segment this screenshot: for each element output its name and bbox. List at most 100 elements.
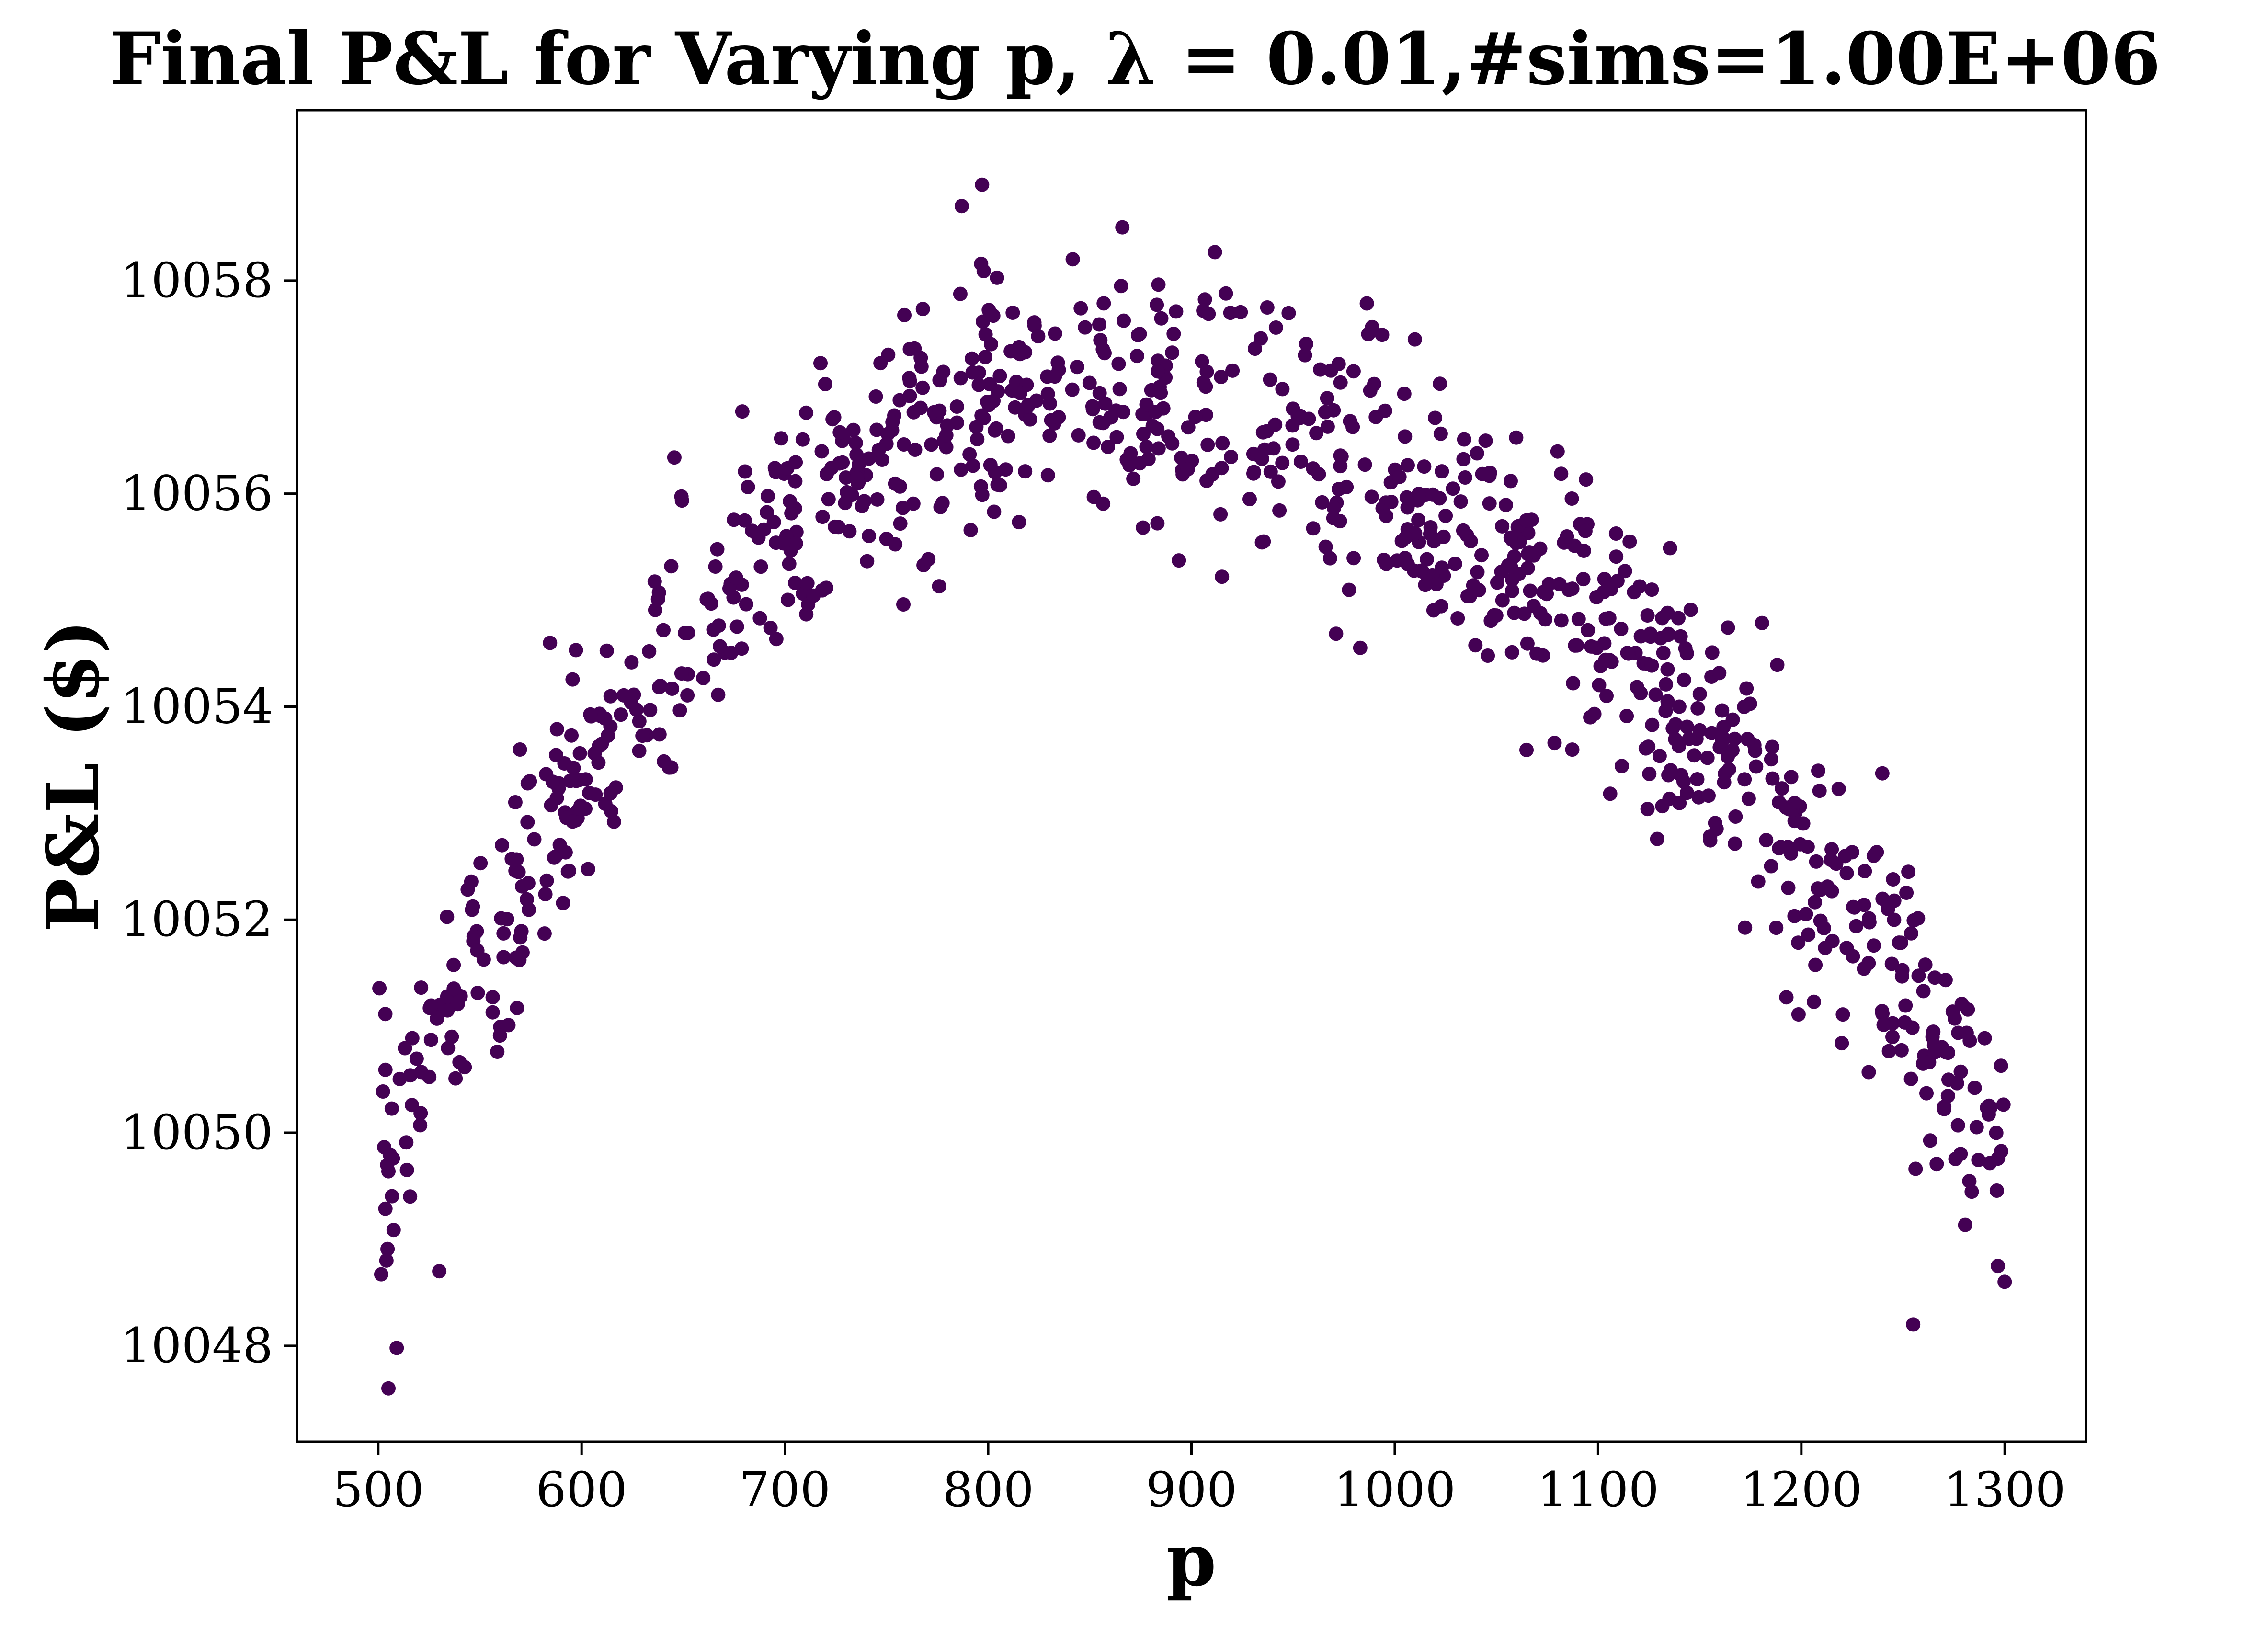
- x-tick-label: 500: [332, 1462, 424, 1518]
- data-point: [1384, 495, 1399, 509]
- data-point: [1426, 603, 1441, 618]
- data-point: [1700, 751, 1715, 765]
- data-point: [1051, 410, 1066, 425]
- data-point: [1787, 909, 1802, 923]
- data-point: [452, 1055, 467, 1069]
- x-tick-label: 1100: [1537, 1462, 1659, 1518]
- data-point: [1668, 732, 1683, 747]
- data-point: [1791, 935, 1806, 950]
- data-point: [1899, 886, 1914, 900]
- data-point: [1835, 1036, 1849, 1051]
- data-point: [737, 513, 752, 528]
- data-point: [409, 1051, 424, 1066]
- data-point: [1048, 369, 1062, 384]
- data-point: [1411, 512, 1426, 527]
- data-point: [614, 707, 628, 722]
- data-point: [515, 879, 529, 894]
- data-point: [1608, 526, 1623, 541]
- data-point: [915, 380, 930, 395]
- data-point: [1587, 706, 1602, 721]
- data-point: [1463, 534, 1478, 548]
- data-point: [1428, 410, 1443, 425]
- data-point: [1603, 786, 1618, 801]
- data-point: [578, 772, 593, 787]
- data-point: [1417, 459, 1432, 474]
- data-point: [1256, 534, 1271, 549]
- data-point: [1737, 699, 1752, 714]
- data-point: [908, 443, 923, 457]
- data-point: [760, 505, 774, 520]
- data-point: [1668, 717, 1683, 732]
- data-point: [1117, 313, 1131, 328]
- data-point: [895, 500, 910, 515]
- data-point: [522, 902, 536, 917]
- data-point: [1994, 1058, 2008, 1073]
- y-tick-label: 10058: [121, 252, 273, 308]
- data-point: [781, 592, 795, 607]
- data-point: [642, 644, 657, 659]
- data-point: [954, 462, 969, 477]
- data-point: [563, 774, 578, 788]
- data-point: [572, 746, 587, 761]
- data-point: [1875, 766, 1890, 781]
- data-point: [1633, 686, 1648, 701]
- data-point: [1509, 430, 1524, 445]
- data-point: [1013, 386, 1027, 400]
- data-point: [1602, 611, 1617, 626]
- data-point: [1523, 583, 1538, 598]
- data-point: [1070, 360, 1084, 375]
- data-point: [1554, 466, 1569, 481]
- data-point: [774, 431, 788, 446]
- data-point: [1071, 428, 1086, 443]
- data-point: [953, 286, 968, 301]
- y-axis: 10048 10050 10052 10054 10056 10058: [121, 252, 297, 1374]
- data-point: [1816, 921, 1831, 935]
- data-point: [583, 707, 598, 722]
- data-point: [448, 1071, 463, 1086]
- data-point: [1285, 437, 1300, 452]
- data-point: [624, 655, 639, 670]
- data-point: [1517, 606, 1532, 621]
- data-point: [665, 682, 680, 696]
- data-point: [1503, 530, 1518, 545]
- data-point: [1679, 785, 1694, 800]
- data-point: [1676, 774, 1691, 789]
- data-point: [1092, 317, 1106, 332]
- data-point: [745, 523, 760, 538]
- data-point: [1504, 559, 1518, 574]
- data-point: [1997, 1274, 2012, 1289]
- data-point: [372, 981, 387, 996]
- data-point: [696, 671, 711, 685]
- data-point: [1151, 441, 1166, 456]
- data-point: [1200, 437, 1215, 452]
- data-point: [707, 652, 721, 667]
- data-point: [485, 1005, 500, 1020]
- data-point: [788, 576, 802, 590]
- data-point: [1650, 831, 1664, 846]
- data-point: [1861, 1065, 1876, 1080]
- data-point: [556, 896, 570, 910]
- data-point: [1078, 320, 1093, 335]
- data-point: [1306, 521, 1321, 536]
- data-point: [648, 603, 662, 617]
- data-point: [674, 666, 689, 681]
- data-point: [1199, 364, 1214, 379]
- data-point: [1320, 419, 1335, 434]
- data-point: [430, 1011, 444, 1026]
- data-point: [962, 447, 977, 462]
- data-point: [1334, 449, 1349, 464]
- data-point: [537, 926, 552, 941]
- data-point: [897, 307, 912, 322]
- y-tick-label: 10050: [121, 1104, 273, 1160]
- data-point: [508, 795, 523, 809]
- data-point: [906, 405, 921, 420]
- data-point: [1885, 1030, 1900, 1045]
- data-point: [1835, 1007, 1850, 1022]
- data-point: [1504, 645, 1519, 660]
- data-point: [722, 581, 737, 596]
- data-point: [1329, 626, 1344, 641]
- data-point: [1345, 420, 1360, 434]
- data-point: [987, 504, 1002, 519]
- data-point: [1547, 736, 1562, 751]
- data-point: [1268, 320, 1283, 335]
